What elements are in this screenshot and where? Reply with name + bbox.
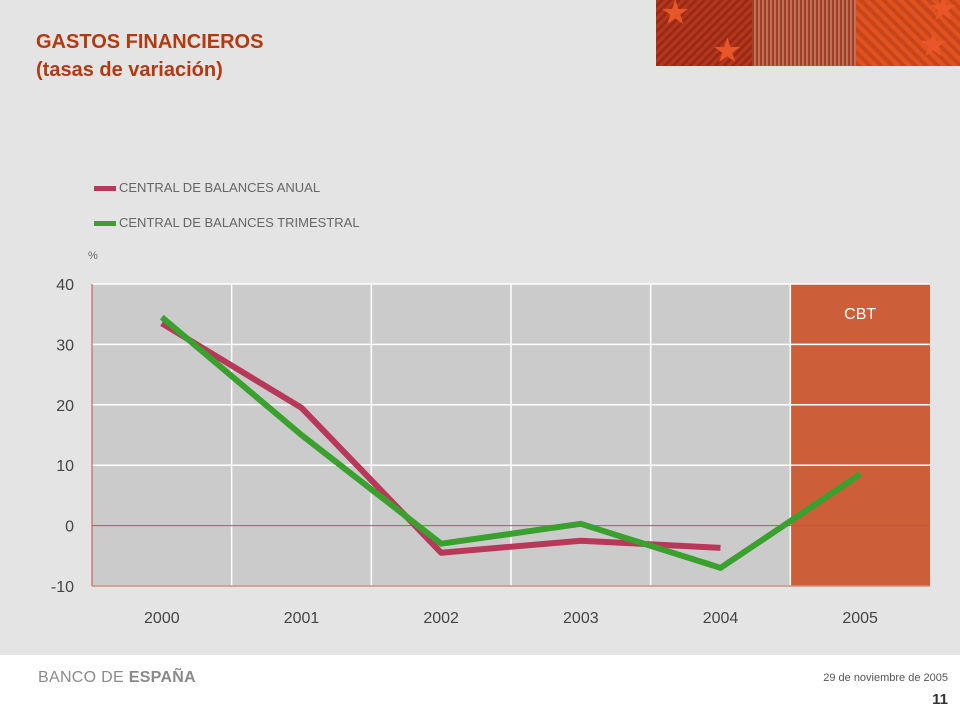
title-line-2: (tasas de variación) <box>36 59 223 81</box>
highlight-label-cbt: CBT <box>844 306 876 323</box>
series-line-anual <box>160 320 721 556</box>
presentation-date: 29 de noviembre de 2005 <box>823 672 948 684</box>
title-line-1: GASTOS FINANCIEROS <box>36 31 264 53</box>
x-tick-label: 2005 <box>842 610 878 627</box>
y-tick-label: 30 <box>56 337 74 354</box>
x-tick-label: 2003 <box>563 610 599 627</box>
decorative-banner-image: ★ ★ ★ ★ <box>656 0 960 66</box>
legend-label-trimestral: CENTRAL DE BALANCES TRIMESTRAL <box>119 215 360 230</box>
x-tick-label: 2002 <box>423 610 459 627</box>
brand-text-part2: ESPAÑA <box>128 669 197 686</box>
banner-stripe-segment <box>752 0 856 66</box>
star-icon: ★ <box>928 0 959 28</box>
legend-swatch-anual <box>94 186 116 191</box>
legend-label-anual: CENTRAL DE BALANCES ANUAL <box>119 180 321 195</box>
banner-stripe-segment <box>856 0 960 66</box>
brand-text-part1: BANCO DE <box>38 669 129 686</box>
legend-swatch-trimestral <box>94 221 116 226</box>
star-icon: ★ <box>918 26 949 64</box>
page-number: 11 <box>932 691 948 708</box>
star-icon: ★ <box>660 0 691 32</box>
slide-title: GASTOS FINANCIEROS (tasas de variación) <box>36 28 263 84</box>
highlight-band-cbt <box>790 284 930 586</box>
x-tick-label: 2001 <box>284 610 320 627</box>
y-tick-label: 0 <box>65 519 74 536</box>
y-axis-unit-label: % <box>88 250 98 262</box>
y-tick-label: 40 <box>56 277 74 294</box>
star-icon: ★ <box>712 32 743 66</box>
footer: BANCO DE ESPAÑA 29 de noviembre de 2005 … <box>0 655 960 720</box>
y-tick-label: -10 <box>51 579 74 596</box>
x-tick-label: 2004 <box>703 610 739 627</box>
y-tick-label: 10 <box>56 458 74 475</box>
series-line-trimestral <box>159 314 862 571</box>
x-tick-label: 2000 <box>144 610 180 627</box>
y-tick-label: 20 <box>56 398 74 415</box>
banco-de-espana-logo: BANCO DE ESPAÑA <box>38 669 196 687</box>
